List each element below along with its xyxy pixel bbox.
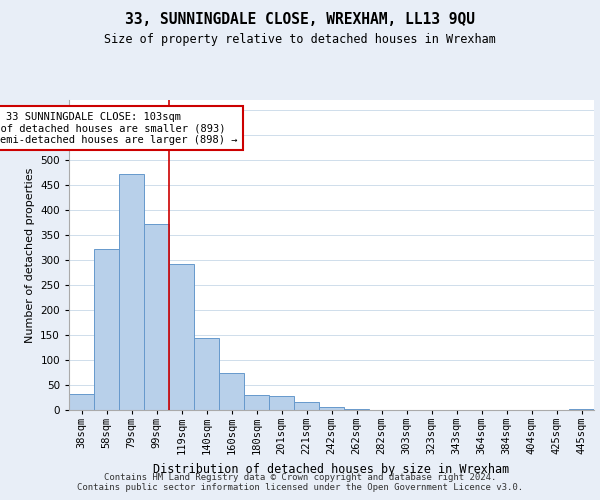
X-axis label: Distribution of detached houses by size in Wrexham: Distribution of detached houses by size … xyxy=(154,463,509,476)
Bar xyxy=(569,409,594,410)
Text: 33 SUNNINGDALE CLOSE: 103sqm
← 50% of detached houses are smaller (893)
50% of s: 33 SUNNINGDALE CLOSE: 103sqm ← 50% of de… xyxy=(0,112,238,144)
Text: Contains HM Land Registry data © Crown copyright and database right 2024.
Contai: Contains HM Land Registry data © Crown c… xyxy=(77,473,523,492)
Bar xyxy=(169,264,194,410)
Bar xyxy=(269,396,294,410)
Bar xyxy=(69,394,94,410)
Bar xyxy=(194,338,219,410)
Bar xyxy=(344,409,369,410)
Bar xyxy=(119,174,144,410)
Bar xyxy=(94,248,119,410)
Bar xyxy=(319,406,344,410)
Text: Size of property relative to detached houses in Wrexham: Size of property relative to detached ho… xyxy=(104,32,496,46)
Bar xyxy=(294,402,319,410)
Text: 33, SUNNINGDALE CLOSE, WREXHAM, LL13 9QU: 33, SUNNINGDALE CLOSE, WREXHAM, LL13 9QU xyxy=(125,12,475,28)
Bar xyxy=(244,394,269,410)
Bar xyxy=(144,224,169,410)
Bar xyxy=(219,372,244,410)
Y-axis label: Number of detached properties: Number of detached properties xyxy=(25,168,35,342)
